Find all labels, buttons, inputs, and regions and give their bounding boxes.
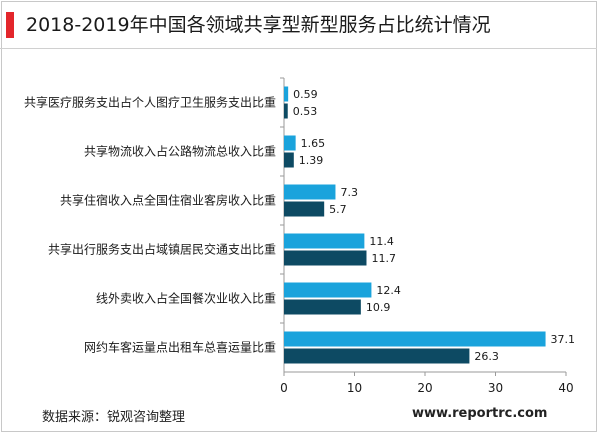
data-source: 数据来源：锐观咨询整理 [42,410,186,425]
data-label: 1.65 [301,137,326,150]
data-label: 12.4 [376,284,401,297]
bar [284,233,365,249]
category-label: 共享出行服务支出占域镇居民交通支出比重 [48,242,276,257]
data-label: 1.39 [299,154,324,167]
bar [284,282,372,298]
data-label: 11.4 [369,235,394,248]
x-tick-label: 10 [347,381,362,395]
data-label: 26.3 [474,350,499,363]
bar [284,299,361,315]
bar [284,250,367,266]
data-label: 7.3 [340,186,358,199]
category-label: 共享住宿收入点全国住宿业客房收入比重 [60,193,276,208]
bar [284,184,336,200]
bar [284,348,470,364]
data-label: 11.7 [371,252,396,265]
bar [284,103,288,119]
category-label: 网约车客运量点出租车总喜运量比重 [84,340,276,355]
data-label: 5.7 [329,203,347,216]
title-accent-bar [6,12,14,38]
page-title: 2018-2019年中国各领域共享型新型服务占比统计情况 [26,14,491,36]
data-label: 10.9 [366,301,391,314]
category-label: 线外卖收入占全国餐次业收入比重 [96,291,276,306]
x-tick-label: 20 [417,381,432,395]
website-url: www.reportrc.com [412,406,548,421]
x-tick-label: 0 [280,381,288,395]
bar [284,135,296,151]
bar [284,86,289,102]
category-label: 共享物流收入占公路物流总收入比重 [84,144,276,159]
x-tick-label: 40 [558,381,573,395]
bar [284,201,325,217]
data-label: 37.1 [551,333,576,346]
bar [284,331,546,347]
header-divider [0,48,597,49]
bar [284,152,294,168]
data-label: 0.53 [293,105,318,118]
data-label: 0.59 [293,88,318,101]
x-tick-label: 30 [488,381,503,395]
category-label: 共享医疗服务支出占个人图疗卫生服务支出比重 [24,95,276,110]
